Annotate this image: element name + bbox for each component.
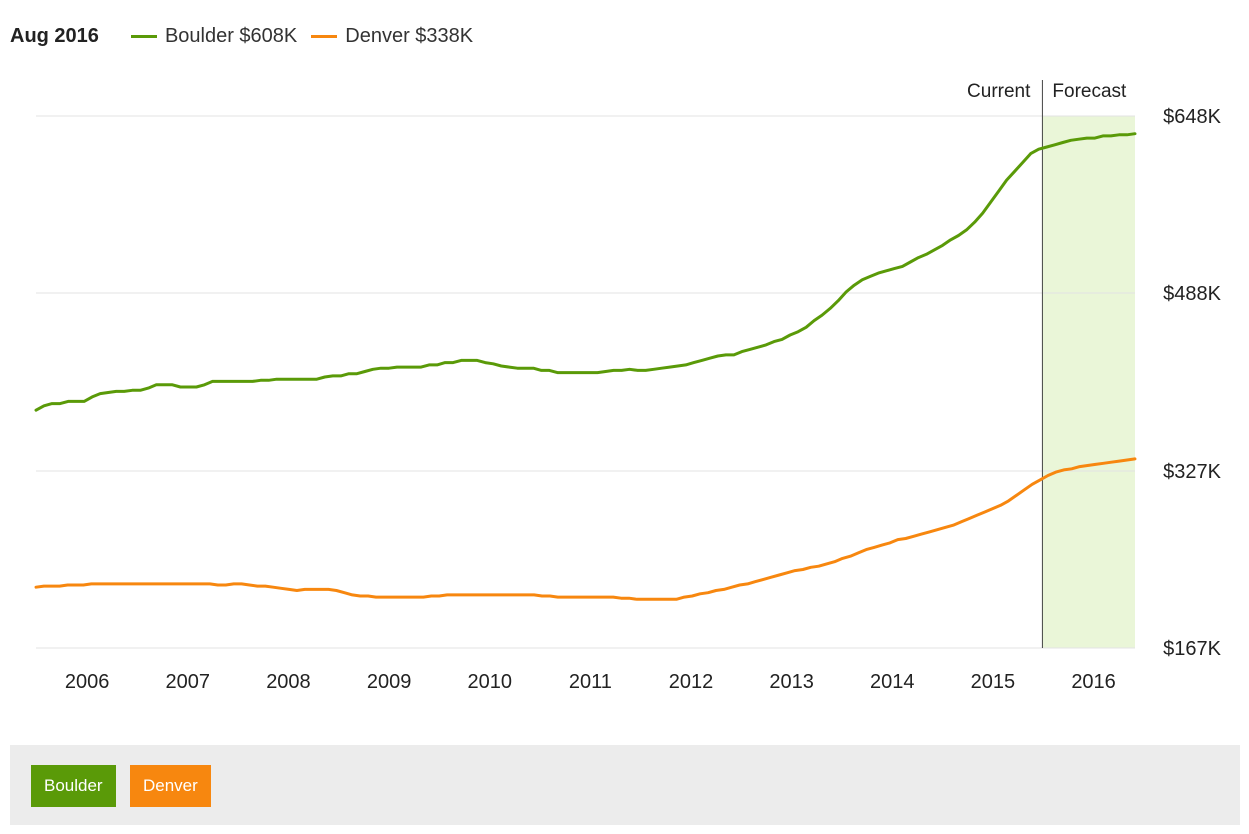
x-tick-label: 2010 [467, 671, 512, 693]
series-line-denver[interactable] [34, 457, 1137, 601]
x-tick-label: 2011 [569, 671, 612, 693]
x-tick-label: 2016 [1071, 671, 1116, 693]
current-label: Current [967, 81, 1031, 102]
x-tick-label: 2009 [367, 671, 412, 693]
y-tick-label: $167K [1163, 638, 1221, 660]
gridlines [36, 115, 1135, 649]
x-tick-label: 2008 [266, 671, 311, 693]
x-axis-ticks: 2006 2007 2008 2009 2010 2011 2012 2013 2014 2015… [65, 671, 1116, 693]
series-line-boulder[interactable] [34, 132, 1137, 412]
x-tick-label: 2013 [769, 671, 814, 693]
legend-header: Aug 2016 Boulder $608K Denver $338K [10, 20, 487, 52]
x-tick-label: 2012 [669, 671, 714, 693]
series-lines[interactable] [34, 132, 1137, 601]
legend-swatch-boulder [130, 34, 157, 38]
x-tick-label: 2014 [870, 671, 915, 693]
legend-entry-boulder: Boulder $608K [130, 24, 298, 48]
line-chart: $648K $488K $327K $167K 2006 2007 2008 2009 201… [34, 80, 1222, 693]
y-axis-ticks: $648K $488K $327K $167K [1163, 106, 1221, 660]
y-tick-label: $488K [1163, 283, 1221, 305]
x-tick-label: 2015 [971, 671, 1016, 693]
x-tick-label: 2007 [166, 671, 211, 693]
legend-label-boulder: Boulder $608K [164, 24, 298, 47]
forecast-label: Forecast [1052, 81, 1127, 102]
region-toggle-bar: Boulder Denver [10, 745, 1240, 825]
y-tick-label: $648K [1163, 106, 1221, 128]
x-tick-label: 2006 [65, 671, 110, 693]
legend-swatch-denver [311, 34, 338, 38]
forecast-region [1042, 116, 1135, 648]
toggle-denver-button[interactable]: Denver [130, 765, 211, 807]
toggle-boulder-button[interactable]: Boulder [31, 765, 116, 807]
legend-label-denver: Denver $338K [345, 24, 474, 47]
current-date-label: Aug 2016 [10, 24, 99, 47]
y-tick-label: $327K [1163, 461, 1221, 483]
legend-entry-denver: Denver $338K [311, 25, 473, 48]
